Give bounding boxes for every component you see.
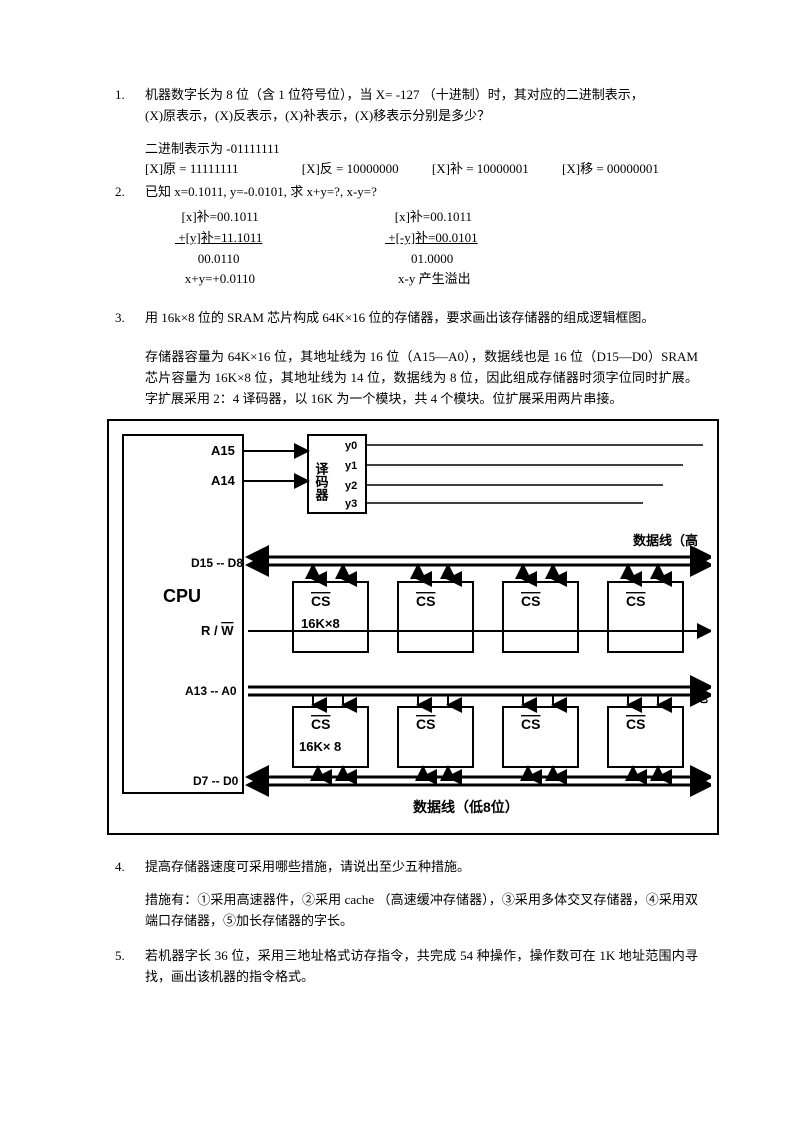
q3-paragraph: 存储器容量为 64K×16 位，其地址线为 16 位（A15—A0），数据线也是… — [145, 347, 698, 409]
question-1: 1. 机器数字长为 8 位（含 1 位符号位），当 X= -127 （十进制）时… — [115, 85, 698, 127]
question-5: 5. 若机器字长 36 位，采用三地址格式访存指令，共完成 54 种操作，操作数… — [115, 946, 698, 988]
q1-ans-a: [X]原 = 11111111 — [145, 161, 239, 176]
memory-diagram-svg: CPU A15 A14 D15 -- D8 R / W A13 -- A0 D7… — [113, 427, 711, 823]
q4-number: 4. — [115, 857, 145, 878]
svg-text:CS: CS — [626, 716, 645, 732]
q1-answer: 二进制表示为 -01111111 [X]原 = 11111111 [X]反 = … — [145, 139, 698, 181]
svg-text:CS: CS — [416, 593, 435, 609]
q1-text-b: (X)原表示，(X)反表示，(X)补表示，(X)移表示分别是多少？ — [145, 108, 490, 123]
svg-text:CS: CS — [521, 716, 540, 732]
y0-label: y0 — [345, 440, 357, 452]
q1-ans-d: [X]移 = 00000001 — [562, 161, 659, 176]
page: 1. 机器数字长为 8 位（含 1 位符号位），当 X= -127 （十进制）时… — [0, 0, 793, 1051]
addr-low-label: A13 -- A0 — [185, 684, 237, 698]
q5-text: 若机器字长 36 位，采用三地址格式访存指令，共完成 54 种操作，操作数可在 … — [145, 946, 698, 988]
svg-text:CS: CS — [311, 593, 330, 609]
q2-number: 2. — [115, 182, 145, 203]
decoder-label: 译码器 — [314, 462, 330, 502]
svg-text:CS: CS — [521, 593, 540, 609]
cpu-label: CPU — [163, 586, 201, 606]
rw-label: R / W — [201, 623, 234, 638]
q1-text-a: 机器数字长为 8 位（含 1 位符号位），当 X= -127 （十进制）时，其对… — [145, 87, 644, 102]
y2-label: y2 — [345, 480, 357, 492]
q1-ans-c: [X]补 = 10000001 — [432, 161, 529, 176]
addr-bus-label: 地 — [695, 690, 708, 705]
q3-diagram: CPU A15 A14 D15 -- D8 R / W A13 -- A0 D7… — [107, 419, 719, 835]
question-3: 3. 用 16k×8 位的 SRAM 芯片构成 64K×16 位的存储器，要求画… — [115, 308, 698, 329]
question-4: 4. 提高存储器速度可采用哪些措施，请说出至少五种措施。 — [115, 857, 698, 878]
svg-text:16K×8: 16K×8 — [301, 616, 340, 631]
a15-label: A15 — [211, 443, 235, 458]
svg-text:16K× 8: 16K× 8 — [299, 739, 341, 754]
q5-number: 5. — [115, 946, 145, 988]
q2-left-col: [x]补=00.1011 +[y]补=11.1011 00.0110 x+y=+… — [175, 207, 385, 290]
svg-text:CS: CS — [416, 716, 435, 732]
chip-row-bottom: CS 16K× 8 CS CS — [293, 695, 683, 777]
q3-number: 3. — [115, 308, 145, 329]
q1-ans-b: [X]反 = 10000000 — [302, 161, 399, 176]
q1-ans-l1: 二进制表示为 -01111111 — [145, 139, 698, 160]
q4-text: 提高存储器速度可采用哪些措施，请说出至少五种措施。 — [145, 857, 698, 878]
q1-number: 1. — [115, 85, 145, 127]
d-high-label: D15 -- D8 — [191, 556, 243, 570]
svg-text:CS: CS — [311, 716, 330, 732]
y1-label: y1 — [345, 460, 357, 472]
q2-right-col: [x]补=00.1011 +[-y]补=00.0101 01.0000 x-y … — [385, 207, 595, 290]
svg-text:CS: CS — [626, 593, 645, 609]
y3-label: y3 — [345, 498, 357, 510]
question-2: 2. 已知 x=0.1011, y=-0.0101, 求 x+y=?, x-y=… — [115, 182, 698, 203]
bus-high-label: 数据线（高 — [633, 533, 698, 548]
bus-low-label: 数据线（低8位） — [413, 799, 519, 815]
d-low-label: D7 -- D0 — [193, 774, 239, 788]
a14-label: A14 — [211, 473, 236, 488]
q4-answer: 措施有：①采用高速器件，②采用 cache （高速缓冲存储器），③采用多体交叉存… — [145, 890, 698, 932]
q2-calculation: [x]补=00.1011 +[y]补=11.1011 00.0110 x+y=+… — [175, 207, 698, 290]
q2-text: 已知 x=0.1011, y=-0.0101, 求 x+y=?, x-y=? — [145, 182, 698, 203]
chip-row-top: CS 16K×8 CS CS — [293, 565, 683, 652]
q3-text: 用 16k×8 位的 SRAM 芯片构成 64K×16 位的存储器，要求画出该存… — [145, 308, 698, 329]
